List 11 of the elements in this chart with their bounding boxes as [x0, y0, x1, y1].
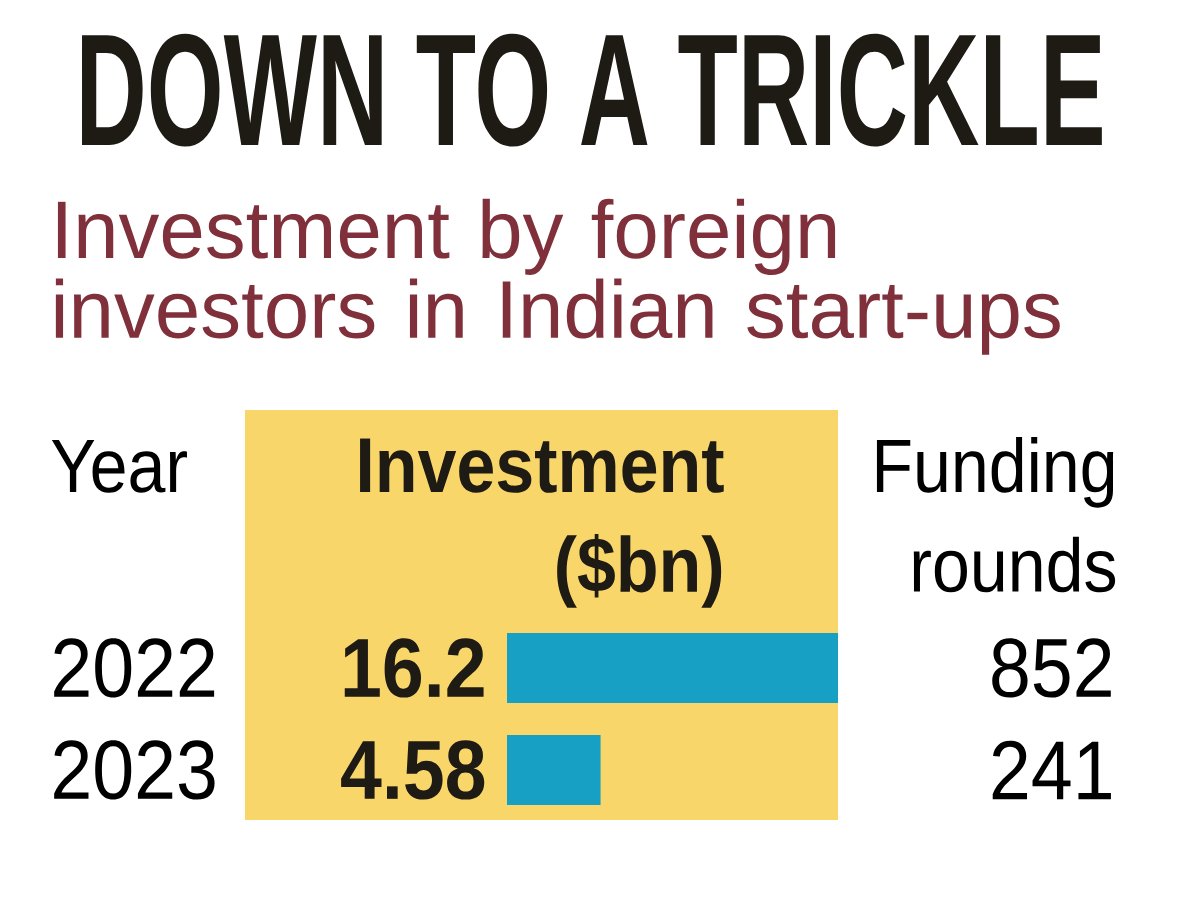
text: 852: [992, 638, 1111, 698]
data-label: 16.2: [344, 638, 484, 698]
y-tick-label: 2022: [54, 638, 215, 698]
chart-title: DOWN TO A TRICKLE: [82, 33, 1102, 147]
data-label: 4.58: [341, 740, 485, 800]
chart-subtitle: Investment by foreign investors in Indian start-ups: [55, 198, 1060, 355]
y-tick-label: 2023: [54, 740, 215, 800]
y-axis-title: Year: [51, 439, 187, 493]
x-axis-title: Investment ($bn): [360, 438, 724, 608]
text: Funding rounds: [876, 437, 1116, 593]
text: 241: [992, 740, 1111, 800]
